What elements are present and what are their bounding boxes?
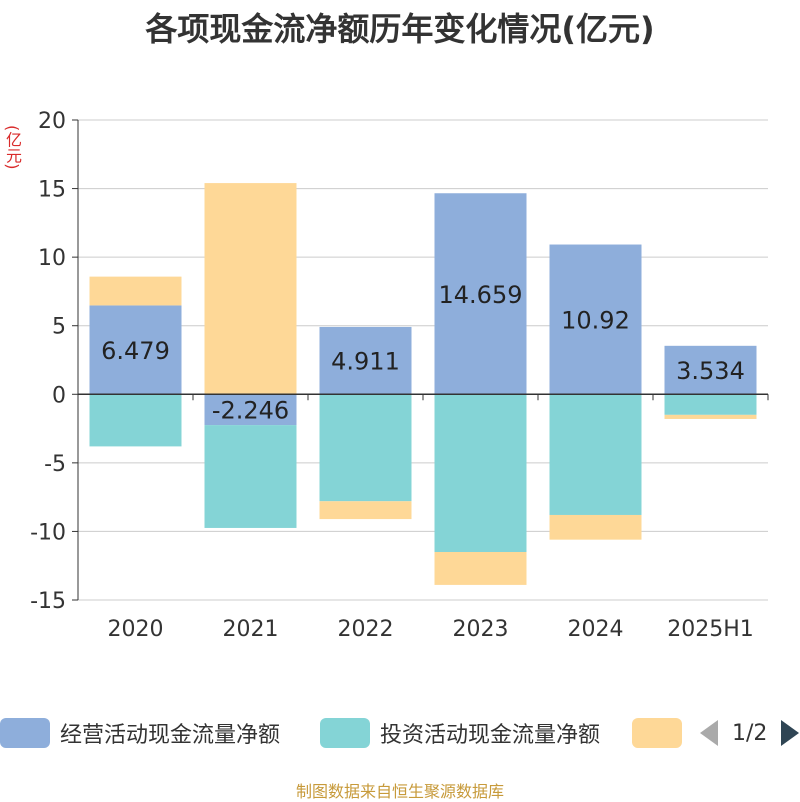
bar-s2-2024 (549, 514, 642, 540)
legend-prev-page-icon[interactable] (700, 720, 718, 746)
data-label: 4.911 (331, 348, 400, 376)
bar-s2-2021 (204, 183, 297, 395)
x-tick-label: 2020 (108, 617, 164, 642)
bar-s1-2021 (204, 425, 297, 528)
y-tick-label: 0 (52, 383, 66, 408)
bar-s0-2024 (549, 244, 642, 395)
x-tick-label: 2021 (223, 617, 279, 642)
y-tick-label: 15 (38, 178, 66, 203)
legend: 经营活动现金流量净额 投资活动现金流量净额 1/2 (0, 713, 800, 753)
legend-item-operating[interactable]: 经营活动现金流量净额 (0, 713, 280, 753)
bar-s2-2020 (89, 276, 182, 306)
bar-s2-2022 (319, 501, 412, 520)
bar-s1-2022 (319, 394, 412, 502)
bar-s0-2025H1 (664, 345, 757, 395)
bar-s1-2023 (434, 394, 527, 552)
x-tick-label: 2025H1 (667, 617, 754, 642)
legend-pager: 1/2 (700, 713, 800, 753)
bar-s0-2021 (204, 394, 297, 426)
legend-label-operating: 经营活动现金流量净额 (60, 723, 281, 748)
x-tick-label: 2024 (568, 617, 624, 642)
chart-title: 各项现金流净额历年变化情况(亿元) (145, 10, 655, 48)
legend-page-indicator: 1/2 (732, 720, 768, 746)
bar-s1-2020 (89, 394, 182, 447)
legend-label-investing: 投资活动现金流量净额 (380, 723, 601, 748)
legend-swatch-investing (320, 718, 370, 748)
legend-item-investing[interactable]: 投资活动现金流量净额 (320, 713, 600, 753)
bar-s2-2023 (434, 552, 527, 585)
data-label: -2.246 (212, 397, 289, 425)
bar-s0-2022 (319, 326, 412, 395)
bar-s0-2020 (89, 305, 182, 395)
legend-swatch-operating (0, 718, 50, 748)
data-label: 6.479 (101, 337, 170, 365)
y-tick-label: 10 (38, 246, 66, 271)
legend-swatch-financing (632, 718, 682, 748)
bar-chart: -15 -10 -5 0 5 10 15 20 6.479 -2.246 4.911 14.659 10… (30, 109, 769, 642)
y-tick-label: 20 (38, 109, 66, 134)
legend-next-page-icon[interactable] (781, 720, 800, 746)
x-tick-label: 2023 (453, 617, 509, 642)
bar-s1-2024 (549, 394, 642, 515)
y-axis-unit-label: (亿元) (3, 125, 22, 170)
y-tick-label: 5 (52, 315, 66, 340)
y-tick-label: -10 (30, 520, 66, 545)
data-source-note: 制图数据来自恒生聚源数据库 (295, 782, 504, 801)
data-label: 14.659 (439, 281, 523, 309)
legend-item-financing[interactable] (632, 713, 692, 753)
bar-s0-2023 (434, 193, 527, 395)
data-label: 10.92 (561, 306, 630, 334)
y-tick-label: -5 (44, 452, 66, 477)
x-tick-label: 2022 (338, 617, 394, 642)
y-tick-label: -15 (30, 589, 66, 614)
data-label: 3.534 (676, 357, 745, 385)
bar-s1-2025H1 (664, 394, 757, 415)
bar-s2-2025H1 (664, 414, 757, 419)
